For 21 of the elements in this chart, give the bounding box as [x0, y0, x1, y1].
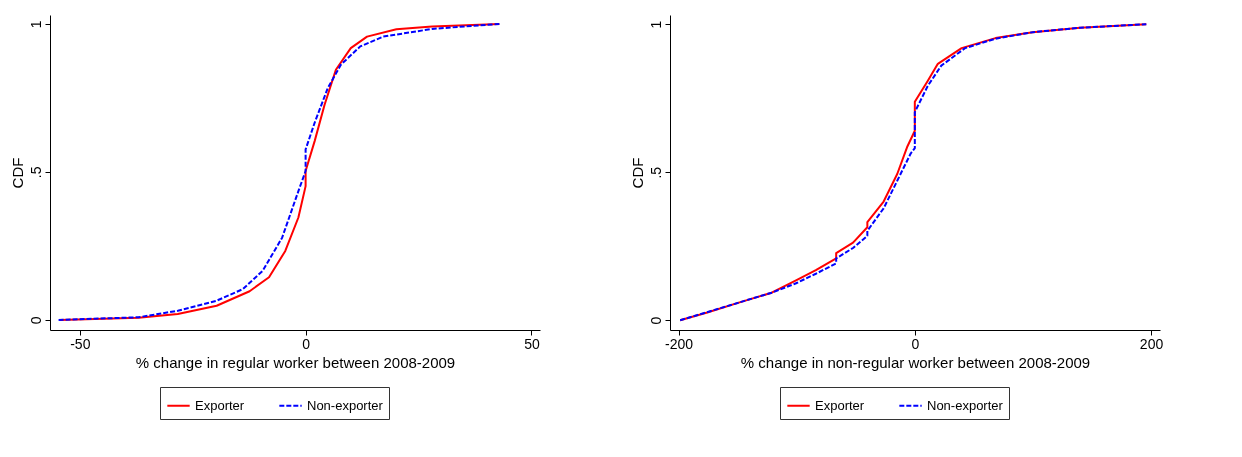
legend-label: Exporter — [815, 397, 865, 413]
x-tick-label: 200 — [1139, 335, 1164, 352]
y-tick-label: 0 — [647, 316, 664, 325]
x-tick-label: 0 — [911, 335, 920, 352]
y-axis-title: CDF — [628, 157, 646, 189]
x-axis-title: % change in non-regular worker between 2008-2009 — [740, 353, 1091, 371]
y-tick-label: 1 — [27, 20, 44, 29]
x-tick-label: 50 — [524, 335, 540, 352]
x-tick-label: 0 — [302, 335, 311, 352]
x-axis-title: % change in regular worker between 2008-2009 — [135, 353, 456, 371]
legend-label: Exporter — [195, 397, 245, 413]
legend-label: Non-exporter — [307, 397, 384, 413]
legend-label: Non-exporter — [927, 397, 1004, 413]
x-tick-label: -200 — [665, 335, 694, 352]
line-series — [679, 23, 1148, 322]
y-tick-label: .5 — [647, 166, 664, 179]
y-tick-label: .5 — [27, 166, 44, 179]
y-tick-label: 1 — [647, 20, 664, 29]
x-tick-label: -50 — [70, 335, 91, 352]
y-axis-title: CDF — [8, 157, 26, 189]
y-tick-label: 0 — [27, 316, 44, 325]
